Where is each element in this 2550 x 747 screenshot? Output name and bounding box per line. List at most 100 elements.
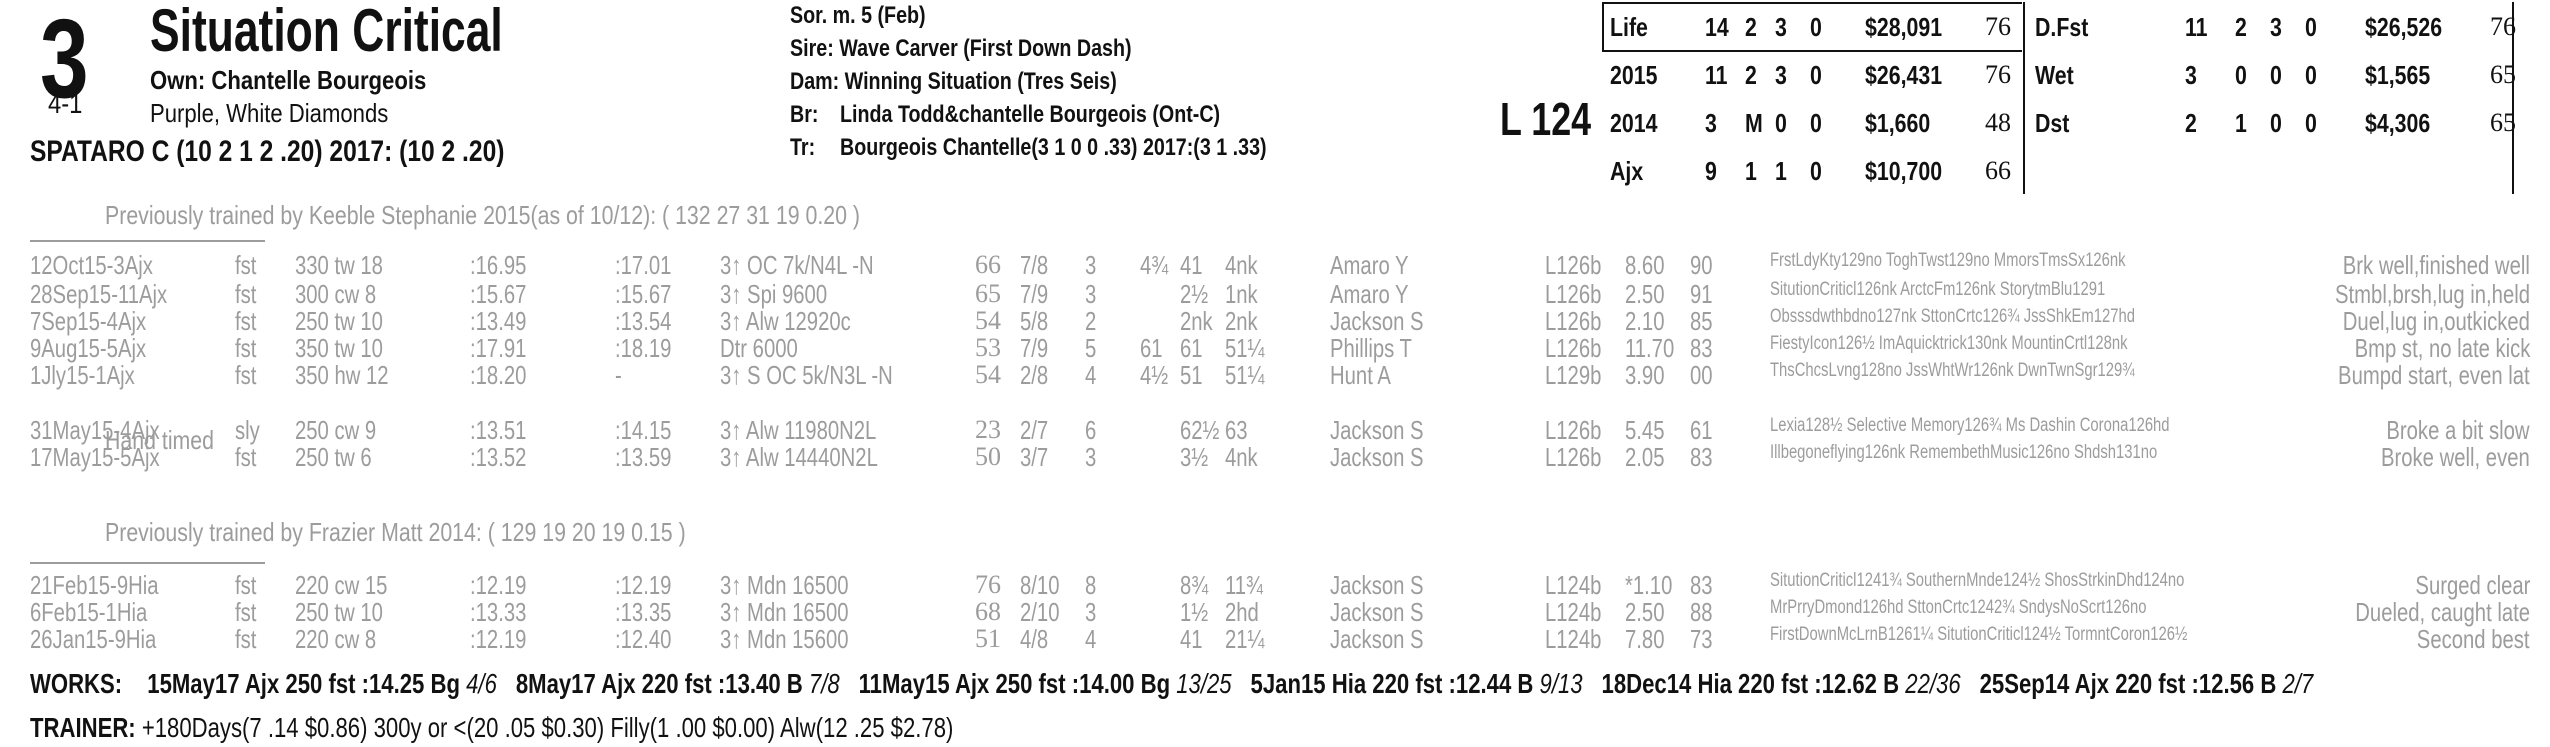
pp-pp: 7/8 — [1020, 250, 1049, 280]
pp-wt: L126b — [1545, 442, 1602, 472]
pp-odds: 2.05 — [1625, 442, 1665, 472]
sire: Sire: Wave Carver (First Down Dash) — [790, 35, 1132, 62]
record-left-starts: 11 — [1705, 60, 1728, 90]
pp-jock: Jackson S — [1330, 624, 1424, 654]
pp-pp: 2/8 — [1020, 360, 1049, 390]
pp-st: 2 — [1085, 306, 1097, 336]
work-entry: 11May15 Ajx 250 fst :14.00 Bg 13/25 — [859, 668, 1232, 699]
pp-wt: L126b — [1545, 333, 1602, 363]
pp-wt: L124b — [1545, 597, 1602, 627]
record-right-starts: 11 — [2185, 12, 2208, 42]
records-left-rule — [1602, 2, 1604, 50]
pp-cond: fst — [235, 279, 257, 309]
pp-comp: Lexia128½ Selective Memory126¾ Ms Dashin… — [1770, 415, 2170, 436]
breeder-label: Br: — [790, 101, 819, 128]
pp-c2: 61 — [1180, 333, 1203, 363]
pp-sp: 73 — [1690, 624, 1713, 654]
pp-f2: :13.54 — [615, 306, 672, 336]
trainer-stats-text: +180Days(7 .14 $0.86) 300y or <(20 .05 $… — [141, 712, 954, 743]
record-left-p: 1 — [1775, 156, 1787, 186]
work-rank: 4/6 — [459, 668, 497, 699]
record-left-w: 2 — [1745, 12, 1757, 42]
horse-name: Situation Critical — [150, 0, 503, 64]
pp-dist: 330 tw 18 — [295, 250, 383, 280]
pp-date: 31May15-4Ajx — [30, 415, 160, 445]
pp-jock: Jackson S — [1330, 306, 1424, 336]
pp-fin: 63 — [1225, 415, 1248, 445]
weight: L 124 — [1500, 93, 1592, 145]
pp-cond: fst — [235, 360, 257, 390]
pp-cls: 3↑ OC 7k/N4L -N — [720, 250, 874, 280]
record-right-speed: 76 — [2490, 12, 2516, 41]
dam: Dam: Winning Situation (Tres Seis) — [790, 68, 1117, 95]
pp-odds: 3.90 — [1625, 360, 1665, 390]
record-right-s: 0 — [2305, 108, 2317, 138]
pp-spd: 51 — [975, 624, 1001, 653]
record-left-p: 3 — [1775, 12, 1787, 42]
pp-comp: FirstDownMcLrnB1261¼ SitutionCriticl124½… — [1770, 624, 2188, 645]
pp-fin: 1nk — [1225, 279, 1258, 309]
work-rank: 2/7 — [2276, 668, 2314, 699]
pp-cls: 3↑ Spi 9600 — [720, 279, 828, 309]
pp-fin: 51¼ — [1225, 333, 1265, 363]
pp-rule-2 — [30, 562, 265, 564]
pp-cls: 3↑ Mdn 16500 — [720, 570, 849, 600]
pp-spd: 65 — [975, 279, 1001, 308]
works-line: WORKS: 15May17 Ajx 250 fst :14.25 Bg 4/6… — [30, 668, 2313, 700]
pp-spd: 66 — [975, 250, 1001, 279]
pp-comp: FiestyIcon126½ ImAquicktrick130nk Mounti… — [1770, 333, 2128, 354]
pp-f2: - — [615, 360, 622, 390]
pp-spd: 54 — [975, 360, 1001, 389]
pp-odds: 2.50 — [1625, 597, 1665, 627]
pp-f1: :13.52 — [470, 442, 527, 472]
record-left-starts: 14 — [1705, 12, 1729, 42]
trainer-label: Tr: — [790, 134, 816, 161]
pp-sp: 00 — [1690, 360, 1713, 390]
pp-f1: :17.91 — [470, 333, 527, 363]
silks: Purple, White Diamonds — [150, 98, 389, 128]
work-rank: 13/25 — [1170, 668, 1232, 699]
pp-f2: :18.19 — [615, 333, 672, 363]
work-text: 11May15 Ajx 250 fst :14.00 Bg — [858, 668, 1171, 699]
record-left-label: 2014 — [1610, 108, 1658, 138]
work-text: 18Dec14 Hia 220 fst :12.62 B — [1601, 668, 1900, 699]
record-right-earn: $26,526 — [2365, 12, 2443, 42]
pp-sp: 83 — [1690, 442, 1713, 472]
pp-c2: 51 — [1180, 360, 1203, 390]
pp-pp: 2/7 — [1020, 415, 1049, 445]
works-label: WORKS: — [30, 668, 123, 699]
pp-row: 26Jan15-9Hia fst 220 cw 8:12.19:12.40 3↑ Md… — [0, 624, 2550, 654]
record-left-label: Life — [1610, 12, 1648, 42]
record-right-w: 1 — [2235, 108, 2247, 138]
pp-f2: :17.01 — [615, 250, 672, 280]
record-right-speed: 65 — [2490, 108, 2516, 137]
pp-f1: :16.95 — [470, 250, 527, 280]
trainer-stats-line: TRAINER: +180Days(7 .14 $0.86) 300y or <… — [30, 712, 953, 744]
pp-cond: sly — [235, 415, 260, 445]
record-right-speed: 65 — [2490, 60, 2516, 89]
pp-comment: Stmbl,brsh,lug in,held — [2334, 279, 2530, 309]
pp-jock: Jackson S — [1330, 442, 1424, 472]
record-right-p: 0 — [2270, 108, 2282, 138]
record-right-earn: $1,565 — [2365, 60, 2431, 90]
pp-date: 26Jan15-9Hia — [30, 624, 157, 654]
pp-f1: :13.33 — [470, 597, 527, 627]
pp-cls: 3↑ S OC 5k/N3L -N — [720, 360, 893, 390]
records-divider — [2023, 2, 2025, 194]
pp-f1: :12.19 — [470, 624, 527, 654]
record-left-earn: $1,660 — [1865, 108, 1931, 138]
pp-sp: 91 — [1690, 279, 1713, 309]
pp-st: 6 — [1085, 415, 1097, 445]
record-left-starts: 9 — [1705, 156, 1717, 186]
pp-cond: fst — [235, 442, 257, 472]
work-entry: 18Dec14 Hia 220 fst :12.62 B 22/36 — [1602, 668, 1961, 699]
record-right-label: Dst — [2035, 108, 2070, 138]
pp-jock: Jackson S — [1330, 597, 1424, 627]
pp-f1: :18.20 — [470, 360, 527, 390]
record-left-earn: $10,700 — [1865, 156, 1943, 186]
trainer-stats-label: TRAINER: — [30, 712, 136, 743]
pp-date: 6Feb15-1Hia — [30, 597, 148, 627]
record-right-label: Wet — [2035, 60, 2074, 90]
pp-wt: L126b — [1545, 415, 1602, 445]
pp-wt: L129b — [1545, 360, 1602, 390]
